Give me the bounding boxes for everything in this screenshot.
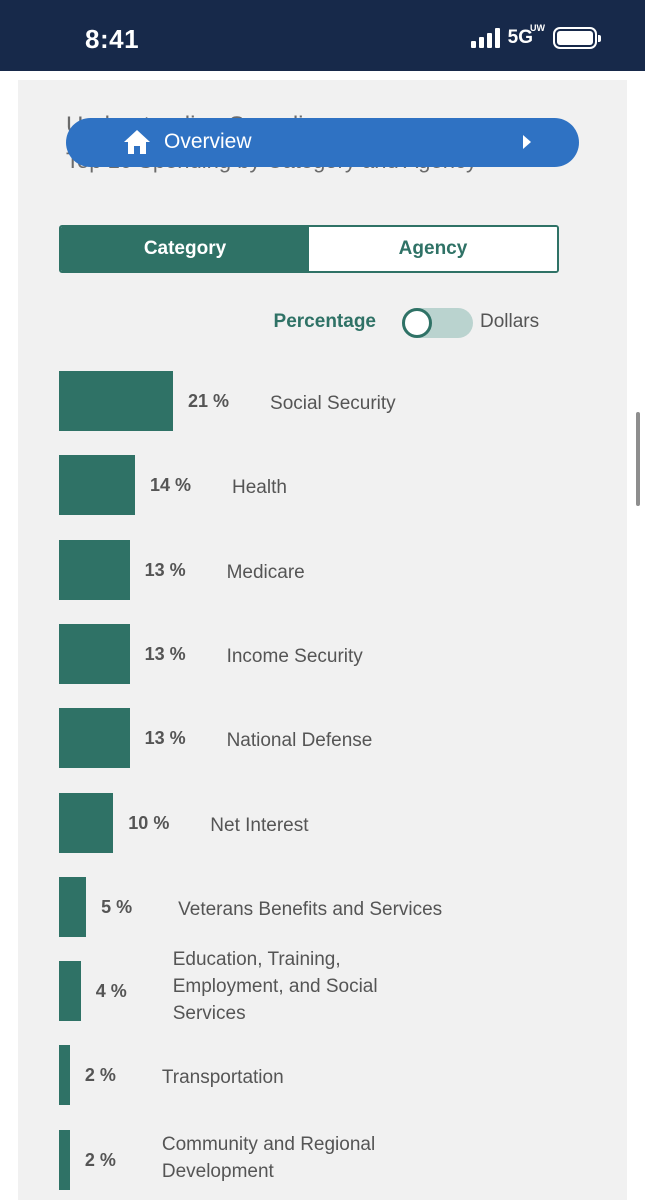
toggle-knob [402, 308, 432, 338]
bar-value-label: 14 % [150, 475, 192, 496]
battery-icon [553, 27, 601, 49]
bar[interactable] [59, 961, 81, 1022]
bar[interactable] [59, 371, 174, 431]
bar-category-label: Education, Training, Employment, and Soc… [172, 949, 378, 1025]
bar[interactable] [59, 455, 136, 516]
bar-row: 21 % Social Security [18, 371, 627, 431]
bar-row: 5 % Veterans Benefits and Services [18, 876, 627, 937]
overview-nav-button[interactable]: Overview [66, 118, 579, 167]
category-agency-tabs: Category Agency [59, 225, 559, 273]
bar-row: 2 % Transportation [18, 1045, 627, 1106]
bar-category-label: Net Interest [210, 814, 309, 836]
bar[interactable] [59, 623, 130, 684]
network-label: 5G [507, 27, 533, 48]
chevron-right-icon [523, 135, 531, 149]
bar[interactable] [59, 876, 87, 937]
bar-category-label: Community and Regional Development [161, 1133, 376, 1182]
home-icon [124, 130, 150, 154]
bar[interactable] [59, 792, 114, 853]
bar-category-label: Income Security [226, 645, 363, 667]
bar-value-label: 10 % [128, 812, 170, 833]
bar[interactable] [59, 539, 130, 600]
bar-row: 13 % Medicare [18, 539, 627, 600]
bar-row: 10 % Net Interest [18, 792, 627, 853]
bar-value-label: 21 % [188, 391, 230, 411]
bar[interactable] [59, 1129, 70, 1190]
bar-category-label: National Defense [226, 730, 373, 752]
overview-label: Overview [164, 130, 252, 153]
bar-row: 14 % Health [18, 455, 627, 516]
bar-row: 13 % National Defense [18, 708, 627, 769]
status-icons: 5G UW [470, 23, 601, 50]
scrollbar[interactable] [636, 412, 640, 506]
bar-category-label: Social Security [270, 393, 396, 414]
bar-category-label: Health [232, 477, 287, 499]
network-indicator: 5G UW [507, 23, 545, 49]
bar-value-label: 4 % [95, 981, 127, 1002]
toggle-label-percentage[interactable]: Percentage [273, 311, 376, 332]
tab-category[interactable]: Category [61, 227, 309, 271]
bar-category-label: Veterans Benefits and Services [178, 898, 443, 920]
tab-agency[interactable]: Agency [309, 227, 557, 271]
bar-value-label: 13 % [144, 559, 186, 580]
bar-value-label: 5 % [101, 896, 133, 917]
unit-toggle-row: Percentage Dollars [18, 306, 627, 340]
bar-row: 4 % Education, Training, Employment, and … [18, 949, 627, 1024]
bar[interactable] [59, 708, 130, 769]
bar-value-label: 2 % [84, 1065, 116, 1086]
status-time: 8:41 [85, 24, 140, 54]
main-panel: Understanding Spending Top 10 Spending b… [18, 80, 627, 1200]
status-bar: 8:41 5G UW [0, 0, 645, 71]
bar-value-label: 2 % [84, 1149, 116, 1170]
network-sup: UW [530, 23, 545, 33]
bar[interactable] [59, 1045, 70, 1106]
bar-category-label: Medicare [226, 561, 305, 583]
percentage-dollars-toggle[interactable] [402, 308, 473, 338]
bar-value-label: 13 % [144, 728, 186, 749]
bar-row: 13 % Income Security [18, 623, 627, 684]
bar-value-label: 13 % [144, 643, 186, 664]
toggle-label-dollars[interactable]: Dollars [480, 311, 540, 332]
bar-row: 2 % Community and Regional Development [18, 1129, 627, 1190]
signal-icon [470, 28, 500, 48]
bar-category-label: Transportation [161, 1067, 284, 1089]
